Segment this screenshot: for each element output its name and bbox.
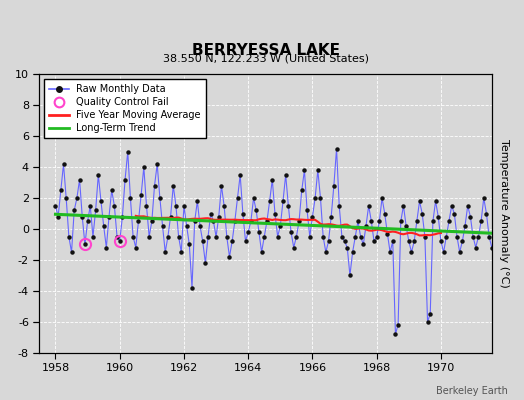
Legend: Raw Monthly Data, Quality Control Fail, Five Year Moving Average, Long-Term Tren: Raw Monthly Data, Quality Control Fail, … [44,79,206,138]
Title: BERRYESSA LAKE: BERRYESSA LAKE [192,43,340,58]
Text: Berkeley Earth: Berkeley Earth [436,386,508,396]
Y-axis label: Temperature Anomaly (°C): Temperature Anomaly (°C) [499,139,509,288]
Text: 38.550 N, 122.233 W (United States): 38.550 N, 122.233 W (United States) [163,53,369,63]
